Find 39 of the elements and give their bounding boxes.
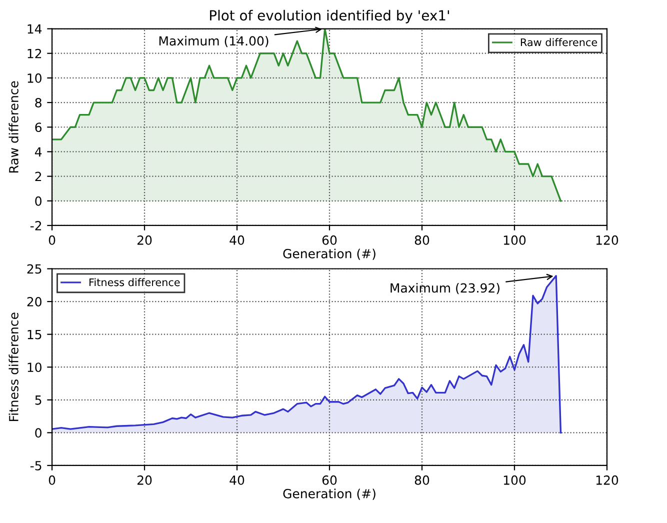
x-tick-label: 100	[504, 235, 526, 245]
y-tick-label: 20	[27, 297, 42, 306]
x-tick-label: 20	[137, 235, 152, 245]
y-axis-title: Fitness difference	[8, 312, 18, 421]
x-tick-label: 120	[596, 475, 618, 485]
y-axis-title: Raw difference	[8, 81, 18, 172]
legend-label: Fitness difference	[90, 278, 180, 286]
legend-label: Raw difference	[520, 38, 598, 46]
y-tick-label: 14	[28, 24, 42, 34]
x-tick-label: 80	[414, 475, 430, 485]
y-tick-label: 6	[35, 122, 42, 132]
y-tick-label: 15	[28, 330, 42, 340]
y-tick-label: 10	[28, 73, 42, 83]
annotation: Maximum (23.92)	[390, 283, 500, 294]
y-tick-label: 4	[34, 147, 42, 156]
y-tick-label: 0	[35, 196, 42, 206]
x-axis-title: Generation (#)	[283, 248, 376, 260]
y-tick-label: 12	[28, 48, 42, 58]
chart-title: Plot of evolution identified by 'ex1'	[210, 10, 449, 24]
x-tick-label: 80	[414, 235, 430, 245]
x-tick-label: 60	[322, 475, 337, 485]
y-tick-label: 5	[35, 396, 42, 405]
x-axis-title: Generation (#)	[283, 488, 376, 500]
x-tick-label: 40	[230, 235, 244, 245]
x-tick-label: 100	[504, 475, 526, 485]
y-tick-label: 10	[28, 362, 42, 372]
y-tick-label: 2	[35, 172, 42, 182]
x-tick-label: 120	[596, 235, 618, 245]
x-tick-label: 20	[137, 475, 152, 485]
y-tick-label: -5	[30, 461, 42, 470]
x-tick-label: 40	[230, 475, 244, 485]
x-tick-label: 0	[48, 475, 56, 485]
y-tick-label: 25	[27, 264, 42, 274]
y-tick-label: -2	[30, 220, 42, 230]
x-tick-label: 60	[322, 235, 337, 245]
annotation: Maximum (14.00)	[159, 36, 268, 48]
y-tick-label: 8	[35, 98, 42, 108]
x-tick-label: 0	[48, 235, 56, 245]
y-tick-label: 0	[35, 428, 42, 438]
